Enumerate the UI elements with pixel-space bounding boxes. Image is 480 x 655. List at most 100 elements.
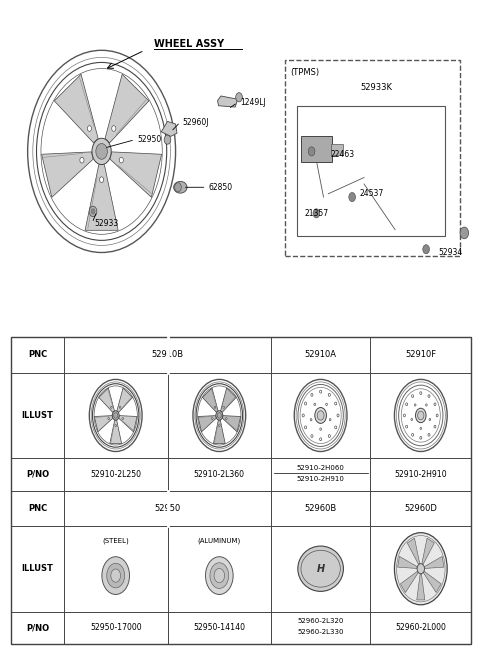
Circle shape	[87, 126, 92, 132]
Circle shape	[417, 564, 424, 574]
Circle shape	[214, 569, 225, 583]
Polygon shape	[220, 388, 236, 413]
Circle shape	[302, 414, 304, 417]
Text: 22463: 22463	[331, 150, 355, 159]
Bar	[297, 105, 445, 236]
Polygon shape	[397, 556, 417, 569]
Text: 52934: 52934	[438, 248, 462, 257]
Ellipse shape	[298, 546, 343, 591]
Circle shape	[164, 135, 171, 144]
Text: 52960-2L000: 52960-2L000	[396, 624, 446, 632]
Circle shape	[429, 419, 431, 421]
Text: 52933: 52933	[95, 219, 119, 228]
Circle shape	[223, 406, 224, 408]
Text: 52960D: 52960D	[404, 504, 437, 513]
Circle shape	[115, 424, 117, 426]
Text: 52910-2L250: 52910-2L250	[90, 470, 141, 479]
Circle shape	[436, 414, 438, 417]
Circle shape	[412, 434, 414, 436]
Circle shape	[414, 404, 416, 406]
Circle shape	[420, 436, 422, 439]
Circle shape	[226, 417, 227, 420]
Circle shape	[411, 419, 412, 421]
Bar	[331, 143, 343, 155]
Circle shape	[212, 417, 213, 420]
Circle shape	[99, 177, 104, 183]
Circle shape	[335, 402, 337, 405]
Circle shape	[315, 407, 326, 423]
Circle shape	[112, 411, 119, 420]
Circle shape	[329, 419, 331, 421]
Circle shape	[308, 147, 315, 156]
Text: ILLUST: ILLUST	[22, 411, 53, 420]
Polygon shape	[417, 574, 425, 600]
Polygon shape	[119, 416, 137, 432]
Polygon shape	[99, 388, 114, 413]
Text: PNC: PNC	[28, 350, 47, 360]
Circle shape	[423, 245, 430, 253]
Circle shape	[349, 193, 356, 202]
Circle shape	[320, 438, 322, 441]
Polygon shape	[110, 420, 121, 443]
Circle shape	[406, 403, 408, 405]
Text: 52960B: 52960B	[304, 504, 337, 513]
Text: 52950: 52950	[137, 135, 162, 144]
Polygon shape	[54, 74, 98, 143]
Circle shape	[434, 425, 436, 428]
Circle shape	[335, 426, 337, 429]
Text: 24537: 24537	[360, 189, 384, 198]
Circle shape	[428, 395, 430, 398]
Text: H: H	[317, 564, 324, 574]
Polygon shape	[110, 152, 162, 197]
Circle shape	[416, 408, 426, 422]
Polygon shape	[198, 416, 216, 432]
Circle shape	[406, 425, 408, 428]
Circle shape	[304, 402, 307, 405]
Circle shape	[304, 426, 307, 429]
Polygon shape	[105, 74, 149, 143]
Circle shape	[111, 569, 120, 582]
Circle shape	[80, 157, 84, 163]
Text: (ALUMINUM): (ALUMINUM)	[198, 537, 241, 544]
Circle shape	[91, 209, 95, 214]
Text: 52950-17000: 52950-17000	[90, 624, 142, 632]
Text: WHEEL ASSY: WHEEL ASSY	[154, 39, 224, 48]
Circle shape	[418, 411, 424, 420]
Circle shape	[102, 557, 130, 595]
Polygon shape	[222, 416, 240, 432]
Circle shape	[108, 417, 109, 420]
Circle shape	[216, 411, 223, 420]
Circle shape	[434, 403, 436, 405]
Text: (TPMS): (TPMS)	[290, 68, 319, 77]
Circle shape	[420, 392, 422, 394]
Circle shape	[114, 413, 118, 419]
Polygon shape	[424, 556, 444, 569]
Circle shape	[119, 157, 123, 163]
Polygon shape	[94, 416, 113, 432]
Circle shape	[426, 404, 427, 406]
Text: ILLUST: ILLUST	[22, 564, 53, 573]
Text: 52910F: 52910F	[405, 350, 436, 360]
Circle shape	[320, 390, 322, 393]
Text: 21357: 21357	[304, 209, 328, 218]
Polygon shape	[423, 571, 441, 593]
Circle shape	[403, 414, 406, 417]
Circle shape	[328, 394, 330, 396]
Circle shape	[311, 394, 313, 396]
Circle shape	[395, 533, 447, 605]
Circle shape	[337, 414, 339, 417]
Circle shape	[92, 138, 111, 164]
Circle shape	[420, 427, 421, 430]
Text: PNC: PNC	[28, 504, 47, 513]
Polygon shape	[161, 121, 177, 136]
Circle shape	[412, 395, 414, 398]
Circle shape	[328, 435, 330, 438]
Circle shape	[320, 428, 322, 430]
FancyBboxPatch shape	[300, 136, 332, 162]
Polygon shape	[422, 538, 434, 565]
Circle shape	[310, 419, 312, 421]
Text: 52950: 52950	[155, 504, 180, 513]
Circle shape	[96, 143, 108, 159]
Text: P/NO: P/NO	[26, 624, 49, 632]
Circle shape	[218, 424, 220, 426]
